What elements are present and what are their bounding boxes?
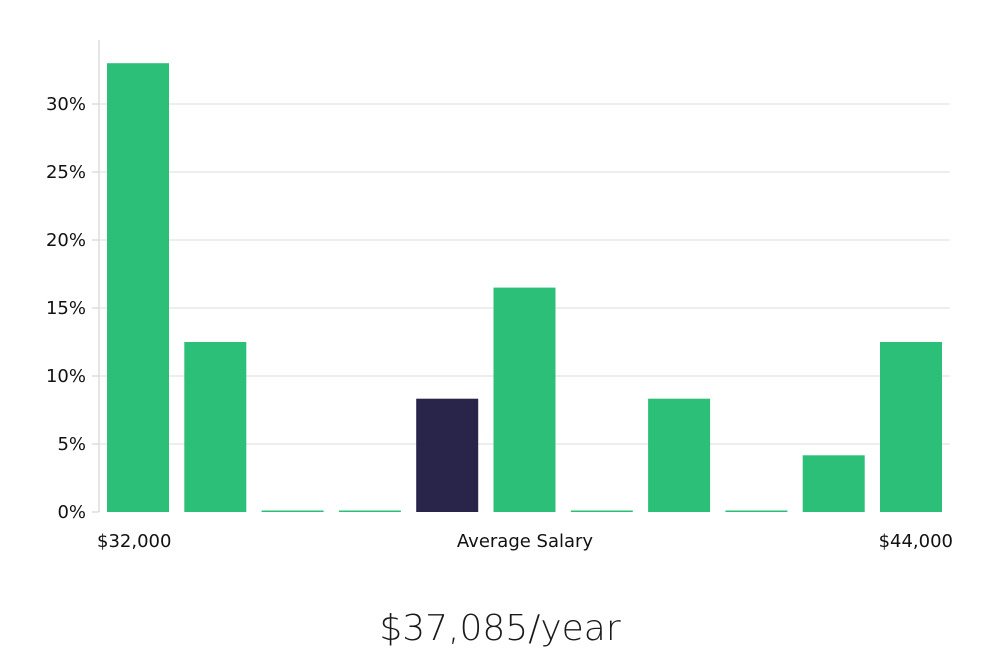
bar (107, 63, 169, 512)
bar (648, 398, 711, 512)
average-salary-value: $37,085/year (379, 608, 621, 649)
bar (338, 510, 401, 512)
salary-histogram: 0% 5% 10% 15% 20% 25% 30% $32,000 Average Sala… (46, 40, 953, 552)
y-tick-label: 0% (57, 502, 86, 523)
bar (184, 342, 247, 512)
y-tick-label: 25% (46, 162, 86, 183)
bar-highlighted (416, 398, 479, 512)
y-tick-label: 5% (57, 434, 86, 455)
bar (570, 510, 633, 512)
bar (880, 342, 942, 512)
bar (261, 510, 324, 512)
y-tick-label: 30% (46, 94, 86, 115)
x-min-label: $32,000 (97, 531, 171, 552)
bar (493, 287, 556, 512)
bar (802, 455, 865, 512)
y-axis-ticks: 0% 5% 10% 15% 20% 25% 30% (46, 94, 99, 523)
y-tick-label: 20% (46, 230, 86, 251)
bars (107, 63, 942, 512)
bar (725, 510, 788, 512)
x-axis-title: Average Salary (457, 531, 594, 552)
y-tick-label: 15% (46, 298, 86, 319)
y-tick-label: 10% (46, 366, 86, 387)
x-max-label: $44,000 (879, 531, 953, 552)
